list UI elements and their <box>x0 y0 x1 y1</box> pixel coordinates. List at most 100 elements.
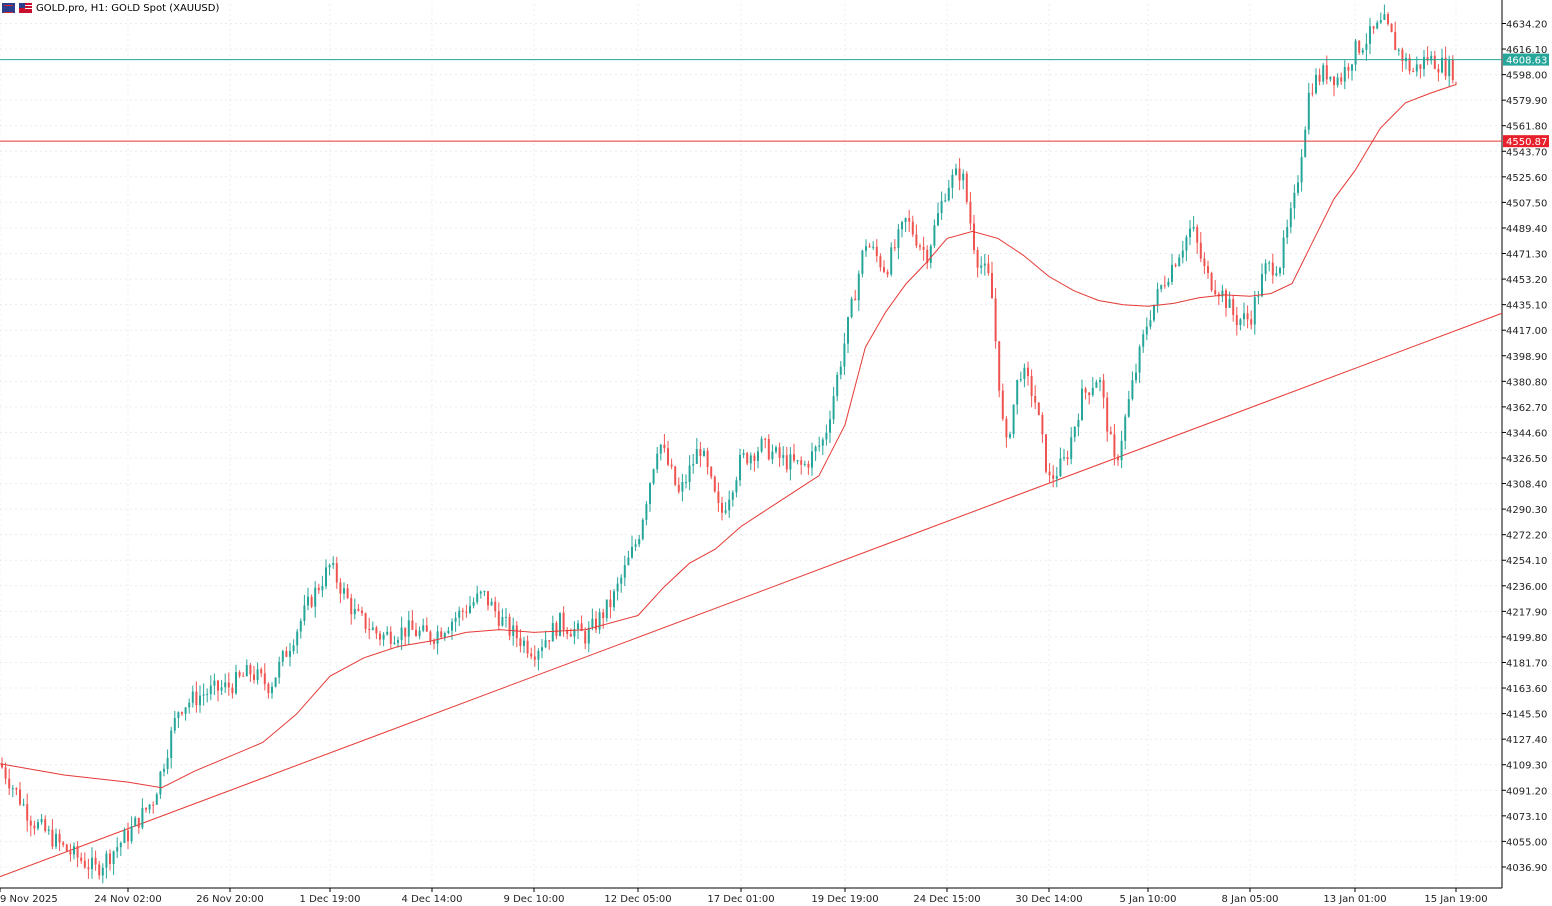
candle-bear <box>1358 40 1361 53</box>
candle-bear <box>1163 285 1166 287</box>
candle-bear <box>717 491 720 503</box>
candle-bear <box>584 630 587 644</box>
candle-bull <box>551 623 554 642</box>
candle-bear <box>793 454 795 461</box>
candle-bear <box>922 246 925 250</box>
candle-bear <box>994 298 997 342</box>
candle-bull <box>1239 319 1242 326</box>
candle-bear <box>753 455 756 461</box>
candle-bear <box>1408 57 1411 72</box>
candle-bull <box>796 460 799 462</box>
candle-bull <box>1077 420 1080 427</box>
candle-bull <box>256 669 259 681</box>
candle-bear <box>1210 272 1213 291</box>
candle-bull <box>843 343 846 367</box>
candle-bear <box>1232 299 1235 315</box>
candle-bull <box>1304 129 1307 157</box>
candle-bear <box>987 263 990 274</box>
candle-bull <box>1228 299 1231 308</box>
candle-bull <box>443 633 446 638</box>
candle-bull <box>577 623 579 630</box>
candle-bull <box>101 867 104 876</box>
candle-bull <box>245 665 248 677</box>
candle-bear <box>667 448 669 465</box>
candle-bear <box>152 804 155 806</box>
candle-bull <box>742 453 745 455</box>
y-tick-label: 4380.80 <box>1506 377 1547 388</box>
candle-bull <box>1257 296 1260 298</box>
candle-bull <box>587 627 590 644</box>
y-tick-label: 4290.30 <box>1506 505 1547 516</box>
candle-bull <box>292 645 295 652</box>
x-tick-label: 17 Dec 01:00 <box>707 894 774 905</box>
candle-bull <box>836 374 839 397</box>
candle-bull <box>944 200 947 202</box>
candle-bear <box>919 245 921 247</box>
candle-bull <box>476 593 479 603</box>
price-axis[interactable]: 4634.20 4616.10 4598.00 4579.90 4561.80 4543.… <box>1502 19 1547 874</box>
candle-bull <box>47 829 50 831</box>
candle-bull <box>397 640 399 643</box>
candle-bull <box>645 504 648 520</box>
candle-bull <box>177 712 180 719</box>
time-axis[interactable]: 9 Nov 2025 24 Nov 02:00 26 Nov 20:00 1 Dec … <box>0 888 1488 905</box>
x-tick-label: 5 Jan 10:00 <box>1120 894 1177 905</box>
candle-bull <box>1365 43 1368 50</box>
candle-bear <box>1117 456 1119 461</box>
candle-bull <box>685 481 687 483</box>
candle-bear <box>238 672 241 676</box>
candle-bear <box>350 597 353 615</box>
candle-bear <box>58 833 61 843</box>
candle-bull <box>962 173 965 181</box>
candle-bear <box>29 820 32 826</box>
candle-bull <box>933 225 936 246</box>
candle-bull <box>735 480 738 493</box>
candle-bull <box>951 174 954 188</box>
candle-bull <box>1167 281 1170 286</box>
candle-bear <box>335 563 338 583</box>
candle-bull <box>901 222 903 230</box>
candle-bull <box>1315 74 1317 94</box>
candle-bull <box>1441 57 1443 73</box>
candle-bull <box>314 587 317 607</box>
candle-bull <box>483 591 486 593</box>
candle-bull <box>627 557 630 566</box>
candle-bull <box>1131 380 1134 400</box>
candle-bear <box>80 857 83 861</box>
candle-bull <box>22 804 25 806</box>
candle-bull <box>541 647 543 651</box>
candle-bear <box>721 502 723 513</box>
y-tick-label: 4435.10 <box>1506 301 1547 312</box>
candle-bull <box>271 686 273 694</box>
candle-bull <box>681 482 684 492</box>
candle-bull <box>1448 59 1451 77</box>
candle-bear <box>1109 431 1112 435</box>
candle-bull <box>983 263 986 266</box>
candle-bull <box>782 455 785 458</box>
candle-bull <box>1120 440 1123 461</box>
candle-bull <box>1091 387 1094 396</box>
candle-bear <box>1030 376 1033 396</box>
candle-bear <box>310 596 313 607</box>
candle-bear <box>746 453 749 464</box>
candle-bull <box>1379 20 1382 23</box>
candle-bear <box>1001 390 1004 419</box>
y-tick-label: 4453.20 <box>1506 275 1547 286</box>
y-tick-label: 4561.80 <box>1506 122 1547 133</box>
candle-bear <box>1102 380 1105 398</box>
moving-average-line <box>0 81 1457 789</box>
chart-title-bar: GOLD.pro, H1: GOLD Spot (XAUUSD) <box>2 1 219 15</box>
x-tick-label: 26 Nov 20:00 <box>196 894 263 905</box>
candle-bear <box>379 633 381 640</box>
candle-bear <box>461 610 464 612</box>
candle-bull <box>130 826 133 842</box>
candle-bull <box>170 730 173 758</box>
candle-bull <box>1160 285 1163 290</box>
candle-bull <box>631 546 633 558</box>
candle-bull <box>1297 182 1299 193</box>
candle-bull <box>123 830 126 843</box>
candle-bear <box>76 846 79 858</box>
candle-bear <box>51 829 54 847</box>
candle-bear <box>242 675 245 677</box>
